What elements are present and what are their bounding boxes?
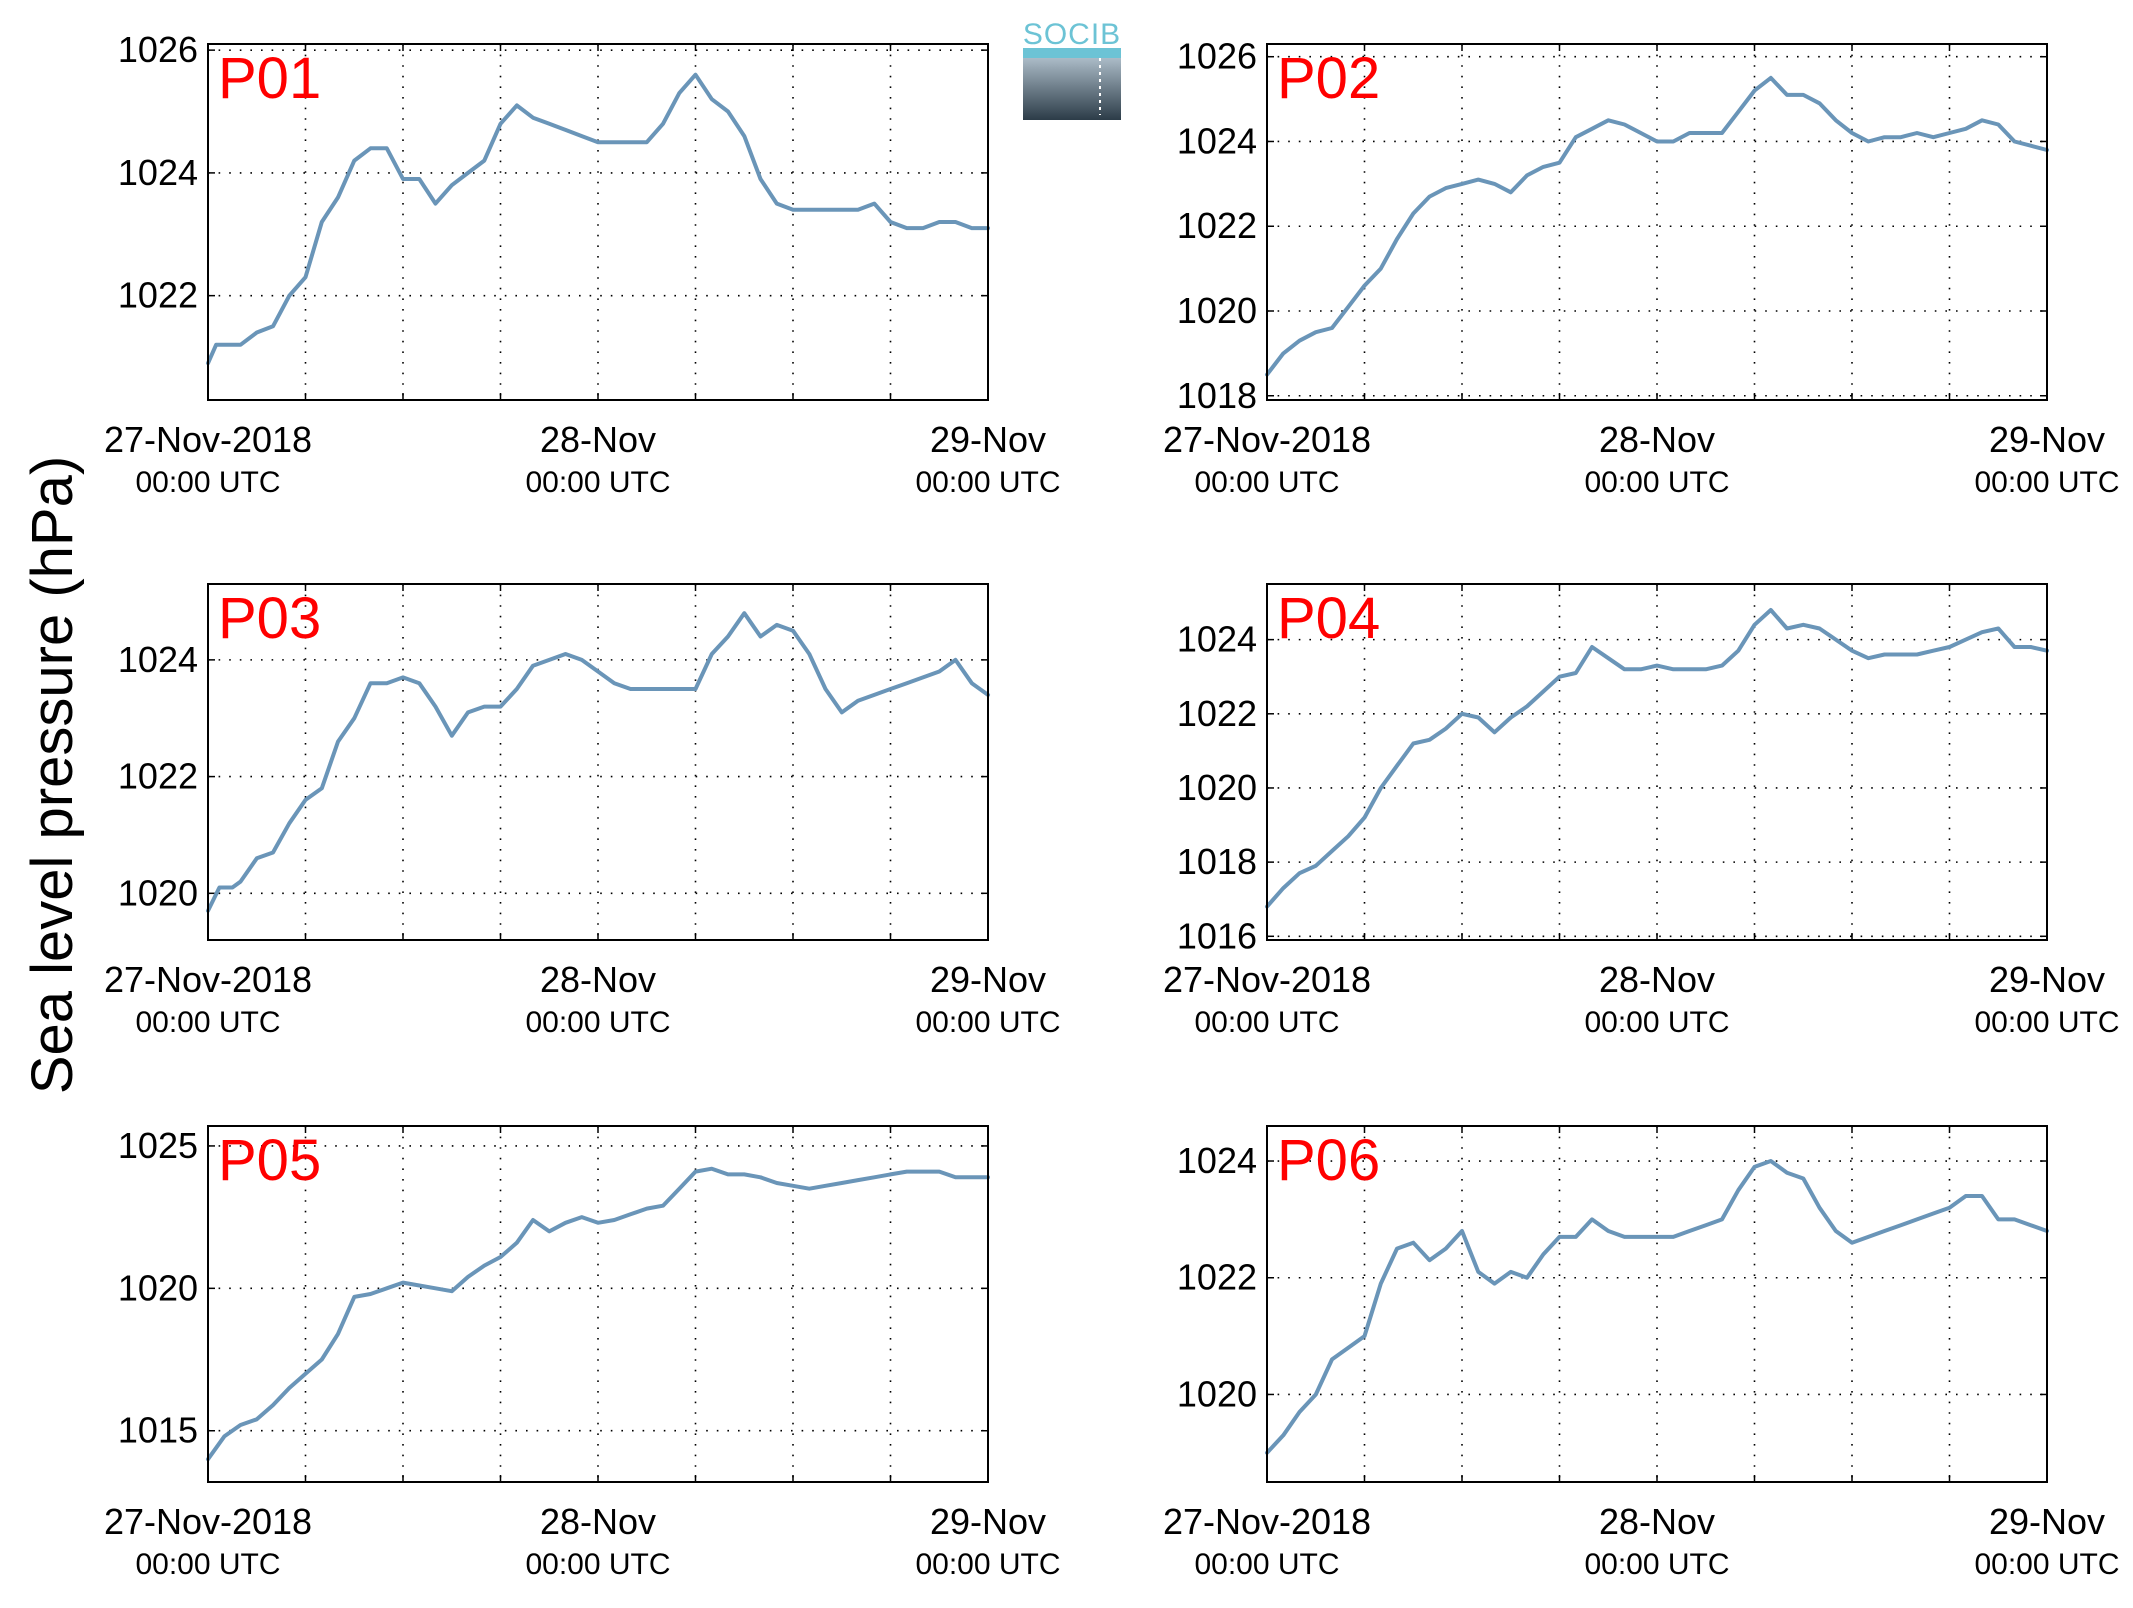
y-tick-label: 1022 — [1177, 1257, 1257, 1298]
y-tick-label: 1016 — [1177, 915, 1257, 956]
x-tick-label-time: 00:00 UTC — [135, 466, 280, 499]
panel-label: P04 — [1277, 586, 1380, 651]
y-tick-label: 1022 — [118, 275, 198, 316]
y-tick-label: 1024 — [118, 639, 198, 680]
x-tick-label-date: 29-Nov — [930, 419, 1046, 460]
panel-label: P06 — [1277, 1128, 1380, 1193]
panel-label: P05 — [218, 1128, 321, 1193]
x-tick-label-date: 28-Nov — [540, 1501, 656, 1542]
panel-p03: 1020 1022 1024 P03 27-Nov-2018 00:00 UTC 28-No… — [104, 583, 1061, 1039]
panel-p01: 1022 1024 1026 P01 27-Nov-2018 00:00 UTC 28-No… — [104, 29, 1061, 499]
x-tick-label-date: 29-Nov — [1989, 959, 2105, 1000]
plot-frame — [207, 43, 989, 401]
x-tick-label-date: 28-Nov — [1599, 419, 1715, 460]
x-tick-label-time: 00:00 UTC — [1974, 1006, 2119, 1039]
x-tick-label-time: 00:00 UTC — [135, 1548, 280, 1581]
x-tick-label-time: 00:00 UTC — [1584, 1006, 1729, 1039]
panel-label: P03 — [218, 586, 321, 651]
socib-logo: SOCIB — [1023, 18, 1121, 120]
x-tick-label-time: 00:00 UTC — [135, 1006, 280, 1039]
series-line-p01 — [206, 72, 990, 366]
y-tick-label: 1022 — [1177, 205, 1257, 246]
y-tick-label: 1018 — [1177, 375, 1257, 416]
panel-label: P02 — [1277, 46, 1380, 111]
x-tick-label-time: 00:00 UTC — [915, 1548, 1060, 1581]
x-tick-label-time: 00:00 UTC — [1974, 466, 2119, 499]
x-tick-label-time: 00:00 UTC — [1194, 1006, 1339, 1039]
panel-p06: 1020 1022 1024 P06 27-Nov-2018 00:00 UTC 28-No… — [1163, 1125, 2120, 1581]
y-tick-label: 1020 — [1177, 290, 1257, 331]
plot-frame — [1266, 1125, 2048, 1483]
y-tick-label: 1024 — [118, 152, 198, 193]
x-tick-label-time: 00:00 UTC — [1194, 1548, 1339, 1581]
logo-wave — [1023, 48, 1121, 58]
x-tick-label-time: 00:00 UTC — [1584, 466, 1729, 499]
y-tick-label: 1026 — [118, 29, 198, 70]
x-tick-label-date: 28-Nov — [1599, 959, 1715, 1000]
y-tick-label: 1022 — [118, 756, 198, 797]
y-tick-label: 1024 — [1177, 619, 1257, 660]
series-line-p02 — [1265, 75, 2049, 377]
x-tick-label-date: 29-Nov — [1989, 419, 2105, 460]
x-tick-label-time: 00:00 UTC — [1194, 466, 1339, 499]
x-tick-label-date: 27-Nov-2018 — [104, 419, 312, 460]
x-tick-label-time: 00:00 UTC — [1584, 1548, 1729, 1581]
x-tick-label-time: 00:00 UTC — [525, 1006, 670, 1039]
y-tick-label: 1024 — [1177, 120, 1257, 161]
series-line-p05 — [206, 1166, 990, 1462]
x-tick-label-date: 28-Nov — [1599, 1501, 1715, 1542]
y-axis-label: Sea level pressure (hPa) — [20, 456, 85, 1094]
logo-text: SOCIB — [1023, 18, 1121, 51]
y-tick-label: 1022 — [1177, 693, 1257, 734]
plot-frame — [207, 1125, 989, 1483]
plot-frame — [1266, 583, 2048, 941]
x-tick-label-date: 28-Nov — [540, 419, 656, 460]
series-line-p03 — [206, 611, 990, 913]
panel-p04: 1016 1018 1020 1022 1024 P04 27-Nov-2018 00:00 … — [1163, 583, 2120, 1039]
x-tick-label-date: 28-Nov — [540, 959, 656, 1000]
y-tick-label: 1020 — [118, 872, 198, 913]
x-tick-label-date: 27-Nov-2018 — [104, 959, 312, 1000]
series-line-p06 — [1265, 1159, 2049, 1455]
y-tick-label: 1026 — [1177, 36, 1257, 77]
x-tick-label-date: 27-Nov-2018 — [1163, 959, 1371, 1000]
y-tick-label: 1018 — [1177, 841, 1257, 882]
x-tick-label-time: 00:00 UTC — [915, 1006, 1060, 1039]
series-line-p04 — [1265, 608, 2049, 909]
x-tick-label-time: 00:00 UTC — [1974, 1548, 2119, 1581]
logo-block — [1023, 52, 1121, 120]
x-tick-label-date: 27-Nov-2018 — [1163, 1501, 1371, 1542]
y-tick-label: 1015 — [118, 1410, 198, 1451]
x-tick-label-time: 00:00 UTC — [525, 1548, 670, 1581]
x-tick-label-date: 29-Nov — [1989, 1501, 2105, 1542]
panel-label: P01 — [218, 46, 321, 111]
x-tick-label-time: 00:00 UTC — [525, 466, 670, 499]
y-tick-label: 1020 — [1177, 1373, 1257, 1414]
panel-p05: 1015 1020 1025 P05 27-Nov-2018 00:00 UTC 28-No… — [104, 1125, 1061, 1581]
x-tick-label-time: 00:00 UTC — [915, 466, 1060, 499]
x-tick-label-date: 29-Nov — [930, 1501, 1046, 1542]
y-tick-label: 1024 — [1177, 1140, 1257, 1181]
x-tick-label-date: 27-Nov-2018 — [1163, 419, 1371, 460]
y-tick-label: 1025 — [118, 1125, 198, 1166]
y-tick-label: 1020 — [118, 1267, 198, 1308]
plot-frame — [207, 583, 989, 941]
x-tick-label-date: 29-Nov — [930, 959, 1046, 1000]
x-tick-label-date: 27-Nov-2018 — [104, 1501, 312, 1542]
plot-frame — [1266, 43, 2048, 401]
y-tick-label: 1020 — [1177, 767, 1257, 808]
panel-p02: 1018 1020 1022 1024 1026 P02 27-Nov-2018 00:00 … — [1163, 36, 2120, 499]
